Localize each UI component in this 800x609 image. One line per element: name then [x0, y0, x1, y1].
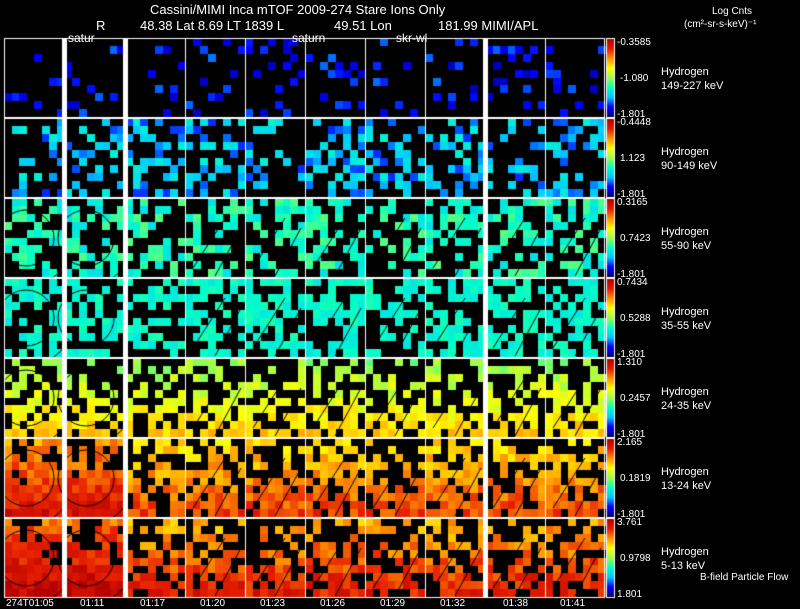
time-label: 274T01:05 — [6, 598, 54, 609]
colorbar-max-label: 3.761 — [617, 517, 643, 528]
colorbar-max-label: -0.3585 — [617, 37, 651, 48]
channel-energy: 24-35 keV — [661, 400, 712, 412]
extra-info: 181.99 MIMI/APL — [438, 18, 539, 33]
colorbar-min-label: -1.801 — [617, 269, 646, 280]
time-label: 01:26 — [320, 598, 346, 609]
time-label: 01:32 — [440, 598, 466, 609]
colorbar-max-label: 2.165 — [617, 437, 643, 448]
channel-species: Hydrogen — [661, 146, 709, 158]
time-label: 01:23 — [260, 598, 286, 609]
colorbar-mid-label: 0.9798 — [620, 553, 651, 564]
channel-energy: 149-227 keV — [661, 80, 724, 92]
lon-info: 49.51 Lon — [334, 18, 392, 33]
position-info: 48.38 Lat 8.69 LT 1839 L — [140, 18, 285, 33]
plot-title: Cassini/MIMI Inca mTOF 2009-274 Stare Io… — [150, 2, 446, 17]
time-label: 01:20 — [200, 598, 226, 609]
time-label: 01:38 — [503, 598, 529, 609]
r-label: R — [96, 18, 106, 33]
colorbar-max-label: 0.7434 — [617, 277, 648, 288]
channel-species: Hydrogen — [661, 306, 709, 318]
footer-note: B-field Particle Flow — [700, 572, 789, 583]
units-title: Log Cnts — [712, 6, 753, 17]
channel-species: Hydrogen — [661, 66, 709, 78]
colorbar-mid-label: 0.5288 — [620, 313, 651, 324]
colorbar-mid-label: -1.080 — [620, 73, 649, 84]
colorbar-max-label: -0.4448 — [617, 117, 651, 128]
channel-species: Hydrogen — [661, 546, 709, 558]
colorbar-min-label: 1.801 — [617, 589, 643, 600]
colorbar-mid-label: 0.2457 — [620, 393, 651, 404]
channel-energy: 35-55 keV — [661, 320, 712, 332]
overlay-label: satur — [68, 31, 95, 45]
colorbar-min-label: -1.801 — [617, 429, 646, 440]
units-label: (cm²-sr-s-keV)⁻¹ — [684, 19, 757, 30]
channel-energy: 5-13 keV — [661, 560, 706, 572]
channel-energy: 55-90 keV — [661, 240, 712, 252]
time-label: 01:17 — [140, 598, 166, 609]
overlay-label: skr-wl — [396, 31, 428, 45]
colorbar-min-label: -1.801 — [617, 349, 646, 360]
colorbar-min-label: -1.801 — [617, 189, 646, 200]
channel-species: Hydrogen — [661, 386, 709, 398]
colorbar-mid-label: 0.1819 — [620, 473, 651, 484]
time-label: 01:11 — [80, 598, 105, 609]
channel-energy: 13-24 keV — [661, 480, 712, 492]
channel-species: Hydrogen — [661, 226, 709, 238]
channel-energy: 90-149 keV — [661, 160, 718, 172]
channel-species: Hydrogen — [661, 466, 709, 478]
time-label: 01:29 — [380, 598, 406, 609]
colorbar-min-label: -1.801 — [617, 509, 646, 520]
time-label: 01:41 — [560, 598, 586, 609]
colorbar-mid-label: 0.7423 — [620, 233, 651, 244]
colorbar-min-label: -1.801 — [617, 109, 646, 120]
colorbar-mid-label: 1.123 — [620, 153, 646, 164]
colorbar-max-label: 1.310 — [617, 357, 643, 368]
overlay-label: saturn — [292, 31, 326, 45]
colorbar-max-label: 0.3165 — [617, 197, 648, 208]
